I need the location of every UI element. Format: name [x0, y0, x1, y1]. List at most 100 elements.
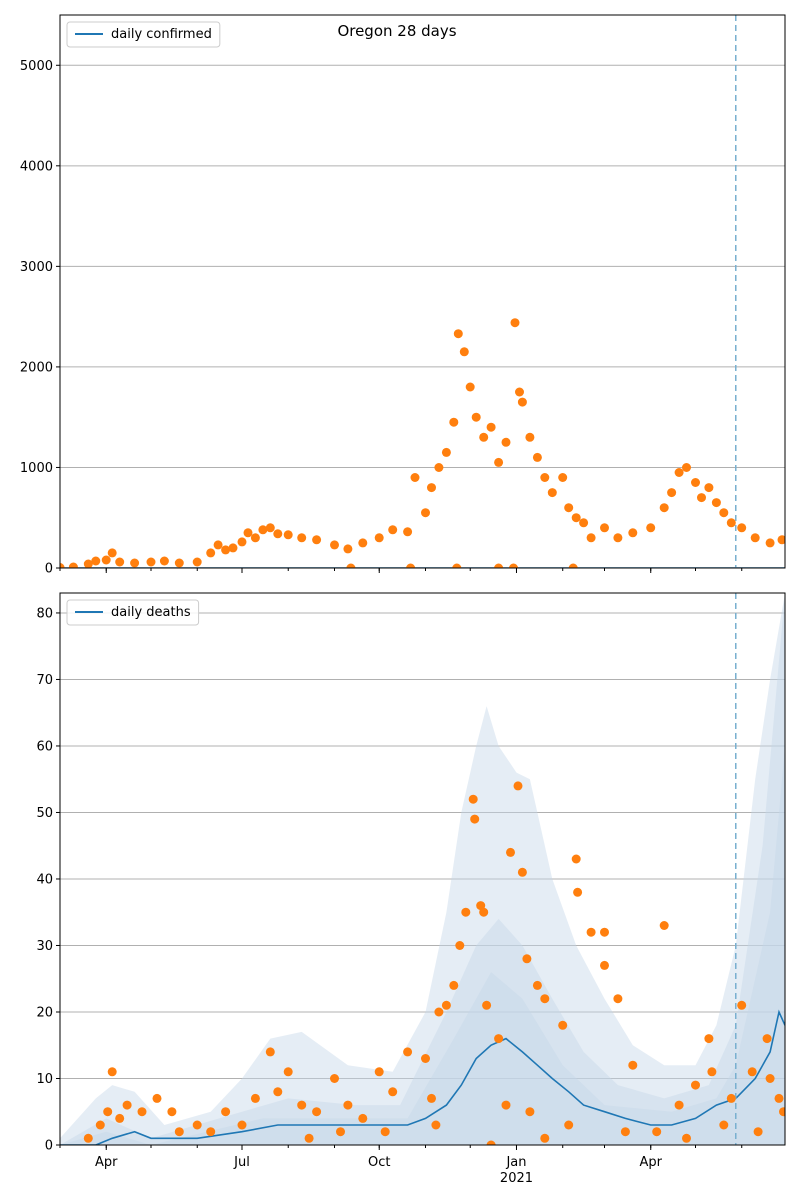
data-point — [406, 563, 416, 568]
data-point — [628, 528, 638, 538]
data-point — [250, 533, 260, 543]
data-point — [586, 533, 596, 543]
data-point — [674, 1100, 684, 1110]
data-point — [312, 535, 322, 545]
data-point — [704, 1034, 714, 1044]
data-point — [573, 887, 583, 897]
data-point — [506, 847, 515, 857]
y-tick-label: 2000 — [20, 360, 53, 375]
data-point — [501, 437, 511, 447]
data-point — [568, 563, 578, 568]
data-point — [174, 558, 184, 568]
y-tick-label: 0 — [45, 1139, 53, 1154]
data-point — [461, 907, 471, 917]
data-point — [115, 557, 125, 567]
plot-area — [60, 15, 785, 568]
axes-frame — [59, 14, 786, 569]
data-point — [83, 559, 93, 568]
data-point — [441, 1000, 451, 1010]
y-tick-label: 60 — [36, 739, 53, 754]
data-point — [237, 1120, 247, 1130]
data-point — [107, 548, 117, 558]
data-point — [747, 1067, 757, 1077]
data-point — [600, 960, 609, 970]
axes-frame — [59, 592, 786, 1146]
data-point — [620, 1127, 630, 1137]
data-point — [434, 1007, 444, 1017]
data-point — [273, 1087, 283, 1097]
data-point — [468, 794, 478, 804]
x-tick-label: Oct — [368, 1155, 390, 1170]
y-tick-label: 5000 — [20, 59, 53, 74]
data-point — [206, 548, 216, 558]
data-point — [600, 523, 609, 533]
data-point — [515, 387, 524, 397]
data-point — [600, 927, 609, 937]
y-tick-label: 10 — [36, 1072, 53, 1087]
data-point — [479, 907, 489, 917]
legend: daily confirmed — [66, 21, 221, 48]
data-point — [137, 1107, 147, 1117]
data-point — [707, 1067, 717, 1077]
data-point — [83, 1133, 93, 1143]
data-point — [91, 556, 101, 566]
y-tick-label: 50 — [36, 806, 53, 821]
y-tick-label: 3000 — [20, 260, 53, 275]
data-point — [388, 525, 398, 535]
data-point — [297, 533, 307, 543]
data-point — [449, 980, 459, 990]
data-point — [115, 1113, 125, 1123]
data-point — [762, 1034, 772, 1044]
data-point — [646, 523, 656, 533]
data-point — [479, 432, 489, 442]
data-point — [510, 318, 520, 328]
data-point — [628, 1060, 638, 1070]
data-point — [682, 463, 691, 472]
data-point — [774, 1093, 784, 1103]
data-point — [403, 527, 413, 537]
data-point — [522, 954, 532, 964]
legend-box — [66, 599, 200, 626]
legend-label: daily deaths — [111, 605, 191, 620]
y-tick-label: 30 — [36, 939, 53, 954]
data-point — [250, 1093, 260, 1103]
data-point — [434, 463, 444, 472]
y-tick-label: 40 — [36, 872, 53, 887]
data-point — [452, 563, 462, 568]
data-point — [427, 483, 436, 493]
y-tick-label: 80 — [36, 606, 53, 621]
data-point — [358, 538, 368, 548]
data-point — [659, 921, 669, 930]
data-point — [330, 540, 339, 550]
data-point — [192, 1120, 202, 1130]
data-point — [540, 994, 550, 1004]
data-point — [312, 1107, 322, 1117]
data-point — [471, 412, 481, 422]
data-point — [283, 530, 293, 540]
data-point — [613, 533, 623, 543]
data-point — [336, 1127, 345, 1137]
data-point — [174, 1127, 184, 1137]
data-point — [509, 563, 518, 568]
data-point — [374, 1067, 384, 1077]
data-point — [330, 1074, 339, 1083]
data-point — [517, 397, 527, 407]
legend-label: daily confirmed — [111, 27, 212, 42]
data-point — [571, 513, 581, 523]
data-point — [60, 563, 65, 568]
data-point — [421, 508, 430, 518]
data-point — [283, 1067, 293, 1077]
data-point — [343, 544, 353, 554]
y-tick-label: 70 — [36, 673, 53, 688]
y-tick-label: 0 — [45, 562, 53, 577]
data-point — [486, 422, 496, 432]
data-point — [152, 1093, 162, 1103]
data-point — [586, 927, 596, 937]
data-point — [206, 1127, 216, 1137]
data-point — [486, 1140, 496, 1145]
data-point — [380, 1127, 390, 1137]
data-point — [265, 523, 275, 533]
data-point — [228, 543, 238, 553]
